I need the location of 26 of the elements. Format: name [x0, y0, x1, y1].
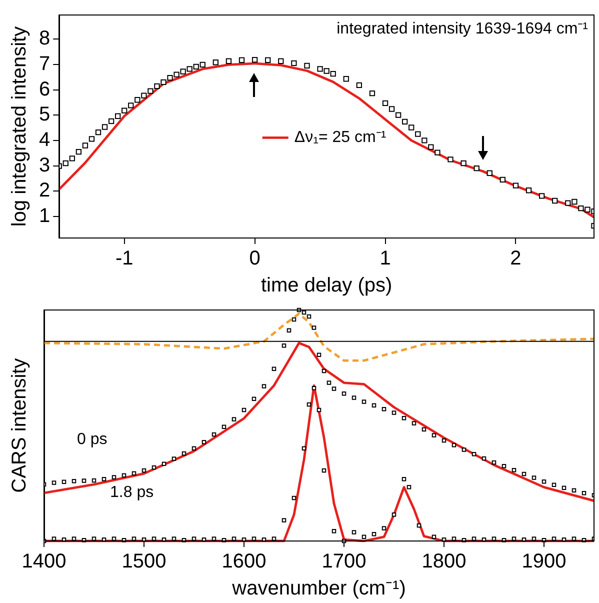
annotation: 0 ps: [77, 430, 108, 448]
annotation: 1.8 ps: [110, 484, 154, 502]
y-tick-label: 2: [39, 180, 50, 202]
y-axis-title: CARS intensity: [8, 358, 31, 493]
x-tick-label: -1: [115, 248, 134, 270]
y-tick-label: 7: [39, 52, 50, 75]
y-tick-label: 6: [39, 78, 50, 100]
x-tick-label: 1: [380, 248, 391, 270]
x-axis-title: time delay (ps): [260, 274, 392, 297]
x-tick-label: 1900: [522, 550, 566, 573]
y-tick-label: 5: [39, 104, 50, 126]
y-axis-title: log integrated intensity: [8, 26, 31, 227]
x-tick-label: 1800: [422, 550, 466, 573]
x-tick-label: 1400: [22, 550, 66, 573]
y-tick-label: 3: [39, 154, 50, 176]
legend-label: Δν₁= 25 cm⁻¹: [294, 129, 386, 146]
y-tick-label: 8: [39, 28, 50, 50]
annotation: integrated intensity 1639-1694 cm⁻¹: [336, 20, 588, 38]
x-tick-label: 0: [249, 248, 260, 270]
x-tick-label: 2: [510, 248, 522, 270]
y-tick-label: 4: [39, 128, 50, 151]
x-tick-label: 1700: [322, 550, 366, 573]
y-tick-label: 1: [39, 204, 50, 227]
x-tick-label: 1500: [122, 550, 166, 573]
x-tick-label: 1600: [222, 550, 266, 573]
x-axis-title: wavenumber (cm⁻¹): [231, 578, 406, 600]
